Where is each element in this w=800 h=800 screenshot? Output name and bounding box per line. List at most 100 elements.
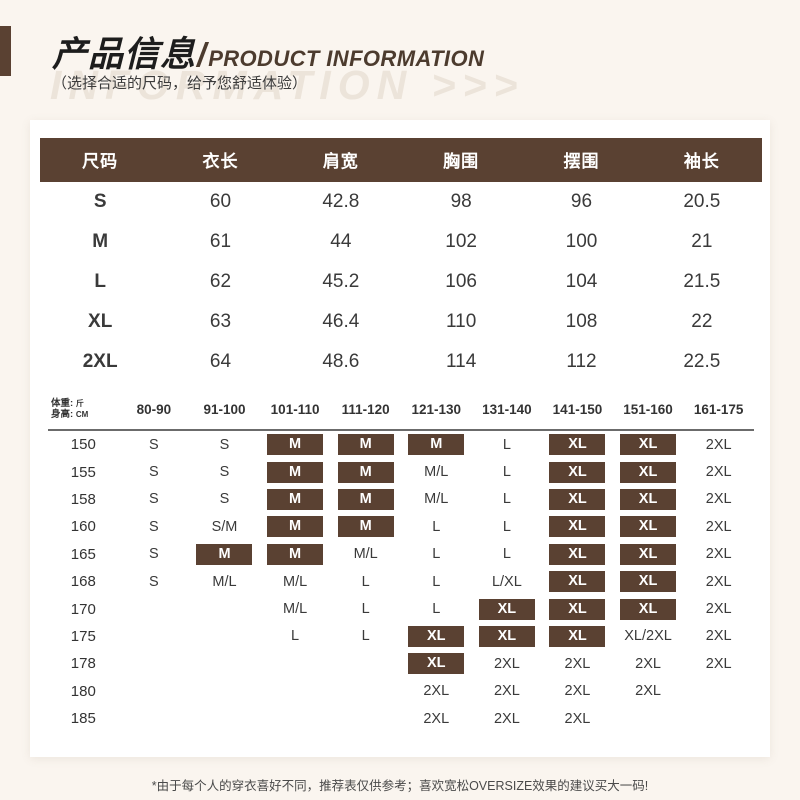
fit-grid-cell (189, 623, 260, 650)
fit-grid-cell (119, 623, 190, 650)
fit-grid-cell (683, 678, 754, 705)
measurement-value: 100 (565, 231, 598, 252)
fit-grid-cell: M (189, 541, 260, 568)
recommended-size-chip: XL (620, 488, 677, 510)
measurement-value: 98 (450, 191, 472, 212)
fit-grid-cell: 2XL (705, 573, 732, 590)
measurement-row: M 61 44 102 100 21 (40, 222, 762, 262)
fit-grid-height-label: 155 (70, 463, 96, 481)
recommended-size-chip: XL (620, 434, 677, 456)
measurement-value: 60 (209, 191, 232, 212)
fit-grid-cell: S (219, 464, 230, 481)
measurement-value: 61 (209, 231, 232, 252)
fit-grid-cell: 2XL (705, 436, 732, 453)
fit-grid-body: 150 S S M M M L XL XL 2XL 155 S S M M M/L L XL XL 2XL 158 S S M… (48, 430, 754, 732)
measurement-value: 46.4 (322, 311, 360, 332)
fit-grid-cell: 2XL (705, 546, 732, 563)
fit-grid-cell (119, 595, 190, 622)
measurement-value: 114 (446, 351, 477, 372)
fit-grid-cell: M (260, 541, 331, 568)
measurement-value: 42.8 (322, 191, 360, 212)
fit-grid-cell (330, 650, 401, 677)
fit-grid-height-label: 160 (70, 518, 96, 536)
recommended-size-chip: XL (408, 653, 465, 675)
fit-grid-cell: XL (613, 595, 684, 622)
fit-grid-weight-header: 101-110 (259, 392, 331, 431)
fit-grid-cell: XL (472, 623, 543, 650)
fit-grid-cell: L (432, 601, 441, 618)
fit-grid-cell: S (219, 436, 230, 453)
fit-grid-cell: XL (542, 623, 613, 650)
measurement-size-label: S (93, 191, 107, 212)
fit-grid-weight-header: 151-160 (612, 392, 684, 431)
fit-grid-cell (189, 705, 260, 732)
fit-grid-height-label: 150 (70, 436, 96, 454)
measurement-header-cell: 衣长 (160, 138, 281, 182)
fit-grid-cell: 2XL (705, 518, 732, 535)
fit-grid-cell: XL (472, 595, 543, 622)
fit-grid-row: 168 S M/L M/L L L L/XL XL XL 2XL (48, 568, 754, 595)
measurement-value: 110 (446, 311, 477, 332)
fit-grid-cell: L (291, 628, 300, 645)
fit-grid-weight-header: 141-150 (542, 392, 613, 431)
corner-weight-unit: 斤 (75, 398, 84, 408)
recommended-size-chip: M (267, 543, 324, 565)
fit-grid-cell: L (432, 518, 441, 535)
fit-grid-cell (119, 705, 190, 732)
measurement-value: 62 (209, 271, 232, 292)
measurement-row: L 62 45.2 106 104 21.5 (40, 262, 762, 302)
fit-grid-cell: L (502, 491, 511, 508)
fit-grid-height-label: 185 (70, 710, 96, 728)
fit-grid-row: 170 M/L L L XL XL XL 2XL (48, 595, 754, 622)
fit-grid-cell: XL (542, 513, 613, 540)
measurement-row: S 60 42.8 98 96 20.5 (40, 182, 762, 222)
fit-grid-cell: 2XL (705, 491, 732, 508)
measurement-value: 44 (330, 231, 352, 252)
measurement-value: 21 (691, 231, 713, 252)
fit-grid-cell (189, 678, 260, 705)
fit-grid-cell: L/XL (491, 573, 522, 590)
measurement-value: 102 (445, 231, 477, 252)
fit-grid-cell (119, 678, 190, 705)
corner-height-unit: CM (75, 410, 89, 419)
fit-grid-row: 175 L L XL XL XL XL/2XL 2XL (48, 623, 754, 650)
fit-grid-cell: XL (613, 513, 684, 540)
fit-grid-cell: 2XL (705, 464, 732, 481)
fit-grid-cell: M (330, 430, 401, 458)
measurement-value: 112 (566, 351, 597, 372)
fit-grid-row: 185 2XL 2XL 2XL (48, 705, 754, 732)
fit-grid-cell (119, 650, 190, 677)
fit-grid-row: 160 S S/M M M L L XL XL 2XL (48, 513, 754, 540)
fit-grid-header-row: 体重: 斤 身高: CM 80-90 91-100 101-110 111-120 12… (48, 392, 754, 431)
fit-grid-cell: 2XL (635, 655, 661, 672)
fit-grid-cell: M (330, 513, 401, 540)
fit-grid-cell: XL (613, 458, 684, 485)
page-header: INFORMATION >>> 产品信息 / PRODUCT INFORMATI… (0, 0, 800, 120)
fit-grid-cell: S (219, 491, 230, 508)
fit-grid-cell: S (149, 573, 159, 590)
recommended-size-chip: M (267, 434, 324, 456)
measurement-header-cell: 肩宽 (280, 138, 401, 182)
fit-grid-cell: XL (542, 568, 613, 595)
fit-grid-row: 180 2XL 2XL 2XL 2XL (48, 678, 754, 705)
recommended-size-chip: XL (620, 571, 677, 593)
fit-grid-cell: 2XL (423, 683, 450, 700)
measurement-table-body: S 60 42.8 98 96 20.5 M 61 44 102 100 21 L 62 45.2 106 10… (40, 182, 762, 382)
fit-grid-cell (330, 705, 401, 732)
measurement-row: XL 63 46.4 110 108 22 (40, 302, 762, 342)
recommended-size-chip: M (337, 461, 394, 483)
fit-grid-row: 150 S S M M M L XL XL 2XL (48, 430, 754, 458)
fit-grid-cell: 2XL (705, 628, 732, 645)
fit-grid-cell (260, 678, 331, 705)
fit-grid-cell: XL (401, 650, 472, 677)
recommended-size-chip: M (408, 434, 465, 456)
fit-grid-cell: M/L (212, 573, 237, 590)
fit-grid-cell: M (260, 513, 331, 540)
size-info-card: 尺码 衣长 肩宽 胸围 摆围 袖长 S 60 42.8 98 96 20.5 M 61 44 10… (30, 120, 770, 757)
fit-grid-cell: L (502, 464, 511, 481)
fit-grid-cell: L (432, 546, 441, 563)
measurement-value: 106 (445, 271, 477, 292)
fit-grid-cell: S (149, 436, 159, 453)
fit-grid-cell: M/L (282, 573, 308, 590)
fit-grid-cell: S (149, 464, 159, 481)
